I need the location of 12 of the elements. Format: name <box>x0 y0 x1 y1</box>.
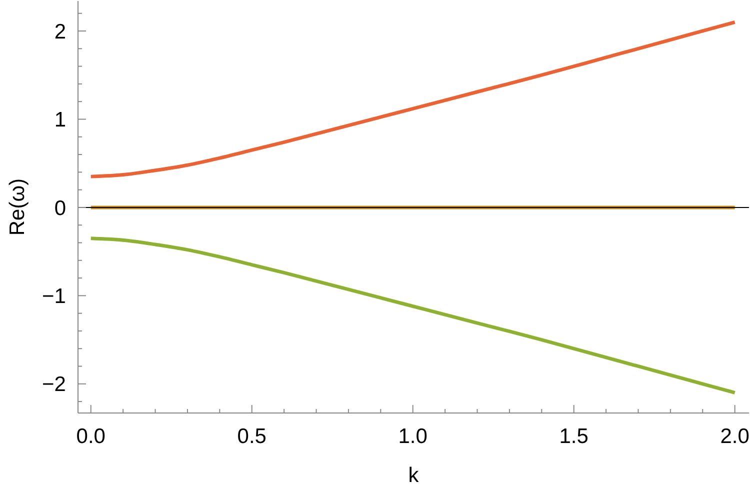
x-tick-label: 0.0 <box>76 425 106 448</box>
y-tick-label: 0 <box>54 196 66 220</box>
y-tick-label: −1 <box>42 285 66 308</box>
x-tick-label: 1.5 <box>559 425 588 448</box>
x-axis-title: k <box>408 464 420 487</box>
x-tick-label: 1.0 <box>398 425 428 448</box>
x-tick-label: 0.5 <box>237 425 266 448</box>
y-axis-title: Re(ω) <box>6 178 29 236</box>
x-tick-label: 2.0 <box>720 425 750 448</box>
y-tick-label: −2 <box>42 373 66 396</box>
y-tick-label: 2 <box>54 20 66 44</box>
y-tick-label: 1 <box>54 108 66 132</box>
